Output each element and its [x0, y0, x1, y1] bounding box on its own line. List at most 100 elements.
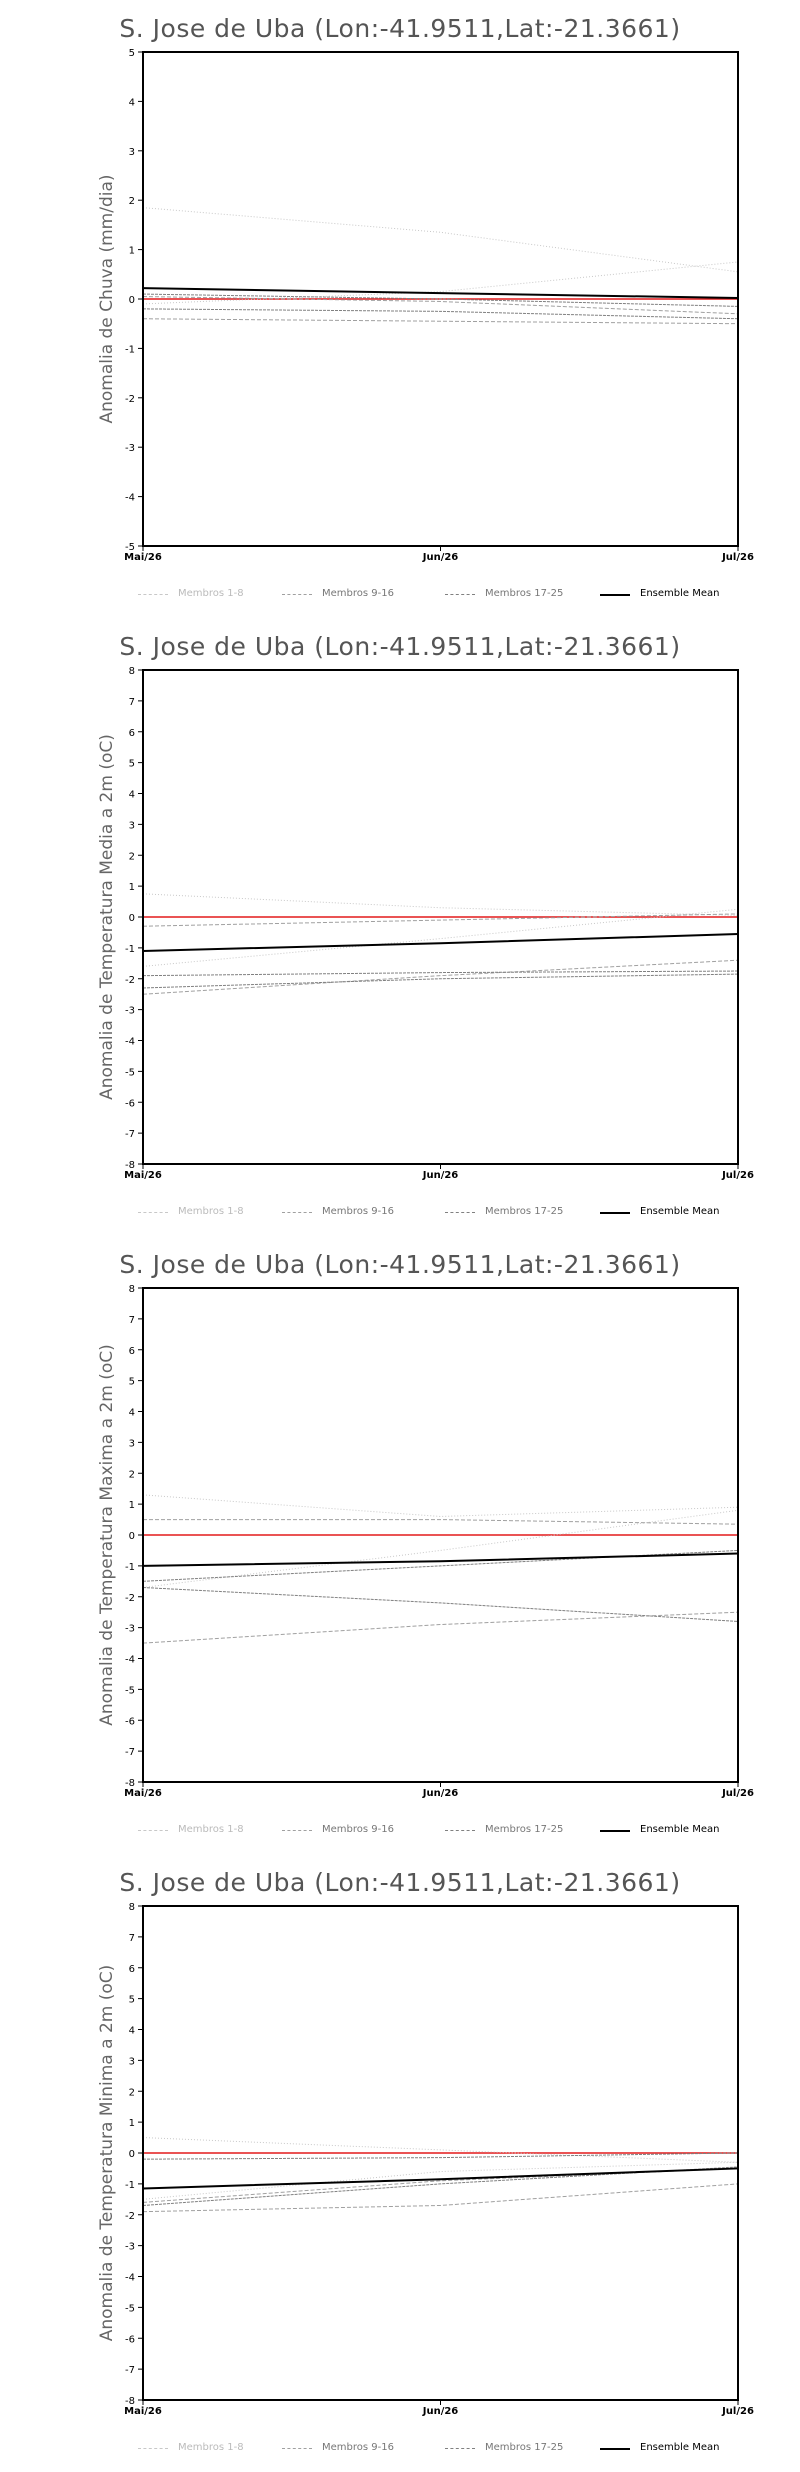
legend-swatch — [282, 594, 312, 595]
legend-swatch — [138, 594, 168, 595]
member-series-line — [142, 318, 739, 325]
y-tick-label: -8 — [125, 2396, 135, 2407]
legend-swatch — [138, 2448, 168, 2449]
y-tick-label: 6 — [129, 728, 135, 739]
legend-label: Membros 9-16 — [322, 2442, 394, 2453]
y-tick-label: 5 — [129, 1377, 135, 1388]
member-series-line — [142, 1509, 739, 1588]
legend-swatch — [445, 1212, 475, 1213]
y-tick-label: 1 — [129, 1500, 135, 1511]
y-tick-label: 4 — [129, 1408, 135, 1419]
y-tick-label: -3 — [125, 1006, 135, 1017]
y-tick-label: -2 — [125, 394, 135, 405]
legend-label: Membros 1-8 — [178, 1824, 244, 1835]
x-tick-label: Mai/26 — [124, 1170, 162, 1181]
y-tick-label: 8 — [129, 666, 135, 677]
x-tick-label: Jun/26 — [422, 1788, 459, 1799]
chart-title: S. Jose de Uba (Lon:-41.9511,Lat:-21.366… — [119, 632, 681, 661]
y-tick-label: -8 — [125, 1778, 135, 1789]
chart-title: S. Jose de Uba (Lon:-41.9511,Lat:-21.366… — [119, 1868, 681, 1897]
y-tick-label: -3 — [125, 1624, 135, 1635]
legend-swatch — [282, 1830, 312, 1831]
member-series-line — [142, 1611, 739, 1644]
y-tick-label: 3 — [129, 147, 135, 158]
member-series-line — [142, 261, 739, 305]
legend-label: Membros 1-8 — [178, 1206, 244, 1217]
y-tick-label: 1 — [129, 246, 135, 257]
y-tick-label: 1 — [129, 2118, 135, 2129]
ensemble-mean-line — [142, 932, 739, 952]
legend-swatch — [600, 1830, 630, 1832]
y-tick-label: 3 — [129, 820, 135, 831]
legend-label: Ensemble Mean — [640, 1824, 720, 1835]
y-tick-label: -6 — [125, 1716, 135, 1727]
member-series-line — [142, 959, 739, 995]
member-series-line — [142, 2183, 739, 2213]
member-series-line — [142, 2161, 739, 2200]
member-series-line — [142, 207, 739, 273]
y-tick-label: -1 — [125, 944, 135, 955]
y-tick-label: 7 — [129, 697, 135, 708]
y-tick-label: 4 — [129, 2026, 135, 2037]
x-tick-label: Jul/26 — [721, 552, 754, 563]
y-tick-label: 0 — [129, 913, 135, 924]
y-axis-label: Anomalia de Temperatura Media a 2m (oC) — [97, 734, 117, 1100]
member-series-line — [142, 970, 739, 977]
chart-title: S. Jose de Uba (Lon:-41.9511,Lat:-21.366… — [119, 1250, 681, 1279]
chart-title: S. Jose de Uba (Lon:-41.9511,Lat:-21.366… — [119, 14, 681, 43]
y-tick-label: 5 — [129, 759, 135, 770]
y-tick-label: -1 — [125, 2180, 135, 2191]
member-series-line — [142, 908, 739, 967]
y-tick-label: 5 — [129, 48, 135, 59]
legend-label: Membros 1-8 — [178, 588, 244, 599]
x-tick-label: Mai/26 — [124, 552, 162, 563]
y-tick-label: 5 — [129, 1995, 135, 2006]
chart-svg: -8 -7 -6 -5 -4 -3 -2 -1 0 1 2 3 4 5 6 7 8 Mai/26 Jun/26 Jul… — [124, 1284, 754, 1799]
legend-label: Membros 9-16 — [322, 588, 394, 599]
y-tick-label: -4 — [125, 493, 135, 504]
y-tick-label: 8 — [129, 1284, 135, 1295]
y-tick-label: 4 — [129, 97, 135, 108]
y-tick-label: 7 — [129, 1315, 135, 1326]
legend-label: Membros 17-25 — [485, 1824, 564, 1835]
member-series-line — [142, 2152, 739, 2160]
legend-label: Membros 17-25 — [485, 1206, 564, 1217]
chart-svg: -5 -4 -3 -2 -1 0 1 2 3 4 5 Mai/26 Jun/26 Jul/26 — [124, 48, 754, 563]
legend-label: Ensemble Mean — [640, 1206, 720, 1217]
member-series-line — [142, 1494, 739, 1517]
y-axis-label: Anomalia de Chuva (mm/dia) — [97, 174, 117, 424]
y-tick-label: -6 — [125, 2334, 135, 2345]
y-tick-label: 7 — [129, 1933, 135, 1944]
member-series-line — [142, 913, 739, 927]
legend-label: Ensemble Mean — [640, 588, 720, 599]
y-tick-label: 3 — [129, 2056, 135, 2067]
x-tick-label: Jul/26 — [721, 1788, 754, 1799]
legend-swatch — [600, 594, 630, 596]
member-series-line — [142, 893, 739, 916]
legend-swatch — [138, 1212, 168, 1213]
legend-swatch — [445, 2448, 475, 2449]
legend-label: Membros 9-16 — [322, 1206, 394, 1217]
y-tick-label: -2 — [125, 2211, 135, 2222]
y-tick-label: -3 — [125, 443, 135, 454]
member-series-line — [142, 2167, 739, 2203]
y-tick-label: -2 — [125, 1593, 135, 1604]
chart-panel-2: -8 -7 -6 -5 -4 -3 -2 -1 0 1 2 3 4 5 6 7 8 Mai/26 Jun/26 Jul… — [0, 618, 800, 1236]
chart-svg: -8 -7 -6 -5 -4 -3 -2 -1 0 1 2 3 4 5 6 7 8 Mai/26 Jun/26 Jul… — [124, 1902, 754, 2417]
y-tick-label: 6 — [129, 1346, 135, 1357]
y-tick-label: -7 — [125, 1747, 135, 1758]
y-tick-label: 0 — [129, 1531, 135, 1542]
y-tick-label: 0 — [129, 295, 135, 306]
legend-swatch — [600, 2448, 630, 2450]
x-tick-label: Jul/26 — [721, 1170, 754, 1181]
y-tick-label: 2 — [129, 851, 135, 862]
member-series-line — [142, 973, 739, 989]
legend-swatch — [600, 1212, 630, 1214]
legend-swatch — [445, 594, 475, 595]
member-series-line — [142, 1586, 739, 1622]
legend-label: Membros 17-25 — [485, 2442, 564, 2453]
member-series-line — [142, 293, 739, 307]
y-tick-label: -8 — [125, 1160, 135, 1171]
legend-label: Ensemble Mean — [640, 2442, 720, 2453]
ensemble-mean-line — [142, 2167, 739, 2190]
